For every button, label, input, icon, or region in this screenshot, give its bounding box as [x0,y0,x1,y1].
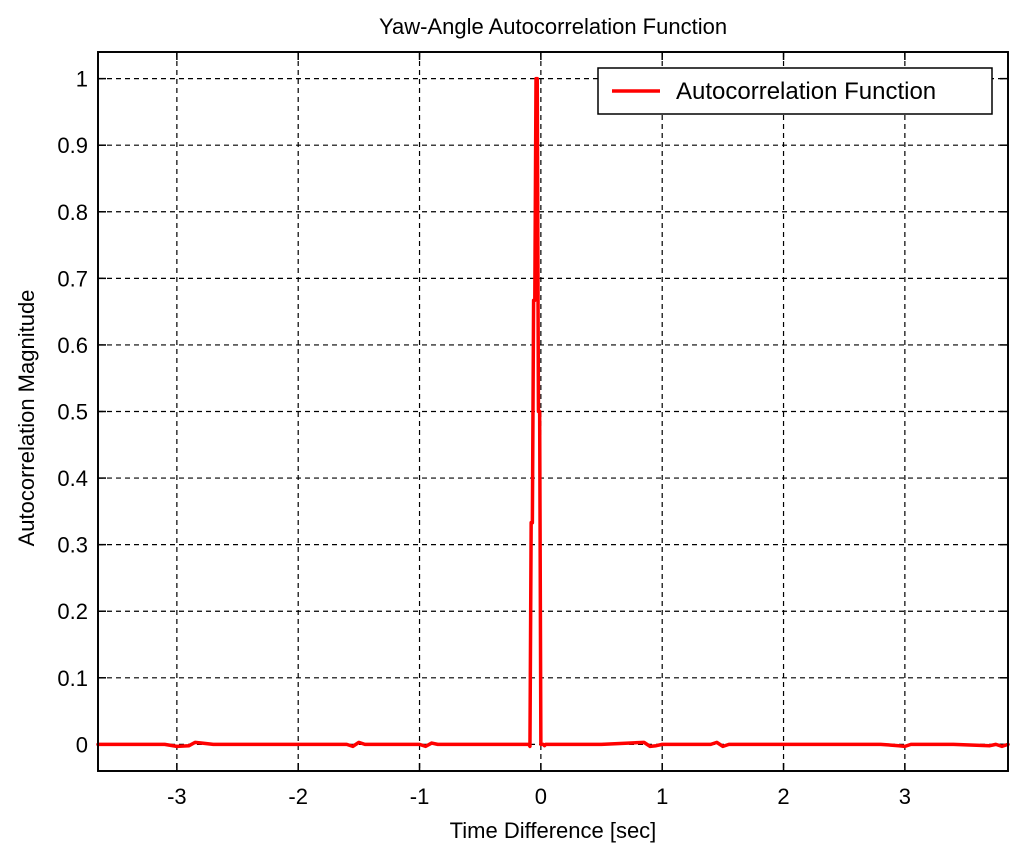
x-tick-label: 0 [535,784,547,809]
x-tick-label: 1 [656,784,668,809]
y-tick-label: 0.8 [57,200,88,225]
legend: Autocorrelation Function [597,67,993,115]
y-tick-label: 0.9 [57,133,88,158]
x-axis-label: Time Difference [sec] [450,818,657,843]
x-tick-label: 3 [899,784,911,809]
y-tick-label: 0.5 [57,400,88,425]
y-tick-label: 0 [76,732,88,757]
y-axis-label: Autocorrelation Magnitude [14,290,39,547]
x-tick-label: -3 [167,784,187,809]
series [96,76,1010,749]
x-tick-label: -1 [410,784,430,809]
y-tick-label: 0.1 [57,666,88,691]
x-tick-label: 2 [777,784,789,809]
y-tick-label: 0.4 [57,466,88,491]
legend-box [597,67,993,115]
y-tick-label: 0.7 [57,266,88,291]
plot-border [97,51,1009,772]
tick-marks [98,52,1008,771]
y-tick-label: 1 [76,67,88,92]
y-tick-label: 0.3 [57,533,88,558]
legend-label: Autocorrelation Function [676,78,936,105]
y-tick-labels: 0 0.1 0.2 0.3 0.4 0.5 0.6 0.7 0.8 0.9 1 [57,67,88,758]
series-line-autocorrelation [96,76,1010,749]
chart-title: Yaw-Angle Autocorrelation Function [379,14,727,39]
x-tick-label: -2 [288,784,308,809]
y-tick-label: 0.6 [57,333,88,358]
y-tick-label: 0.2 [57,599,88,624]
x-tick-labels: -3 -2 -1 0 1 2 3 [167,784,911,809]
